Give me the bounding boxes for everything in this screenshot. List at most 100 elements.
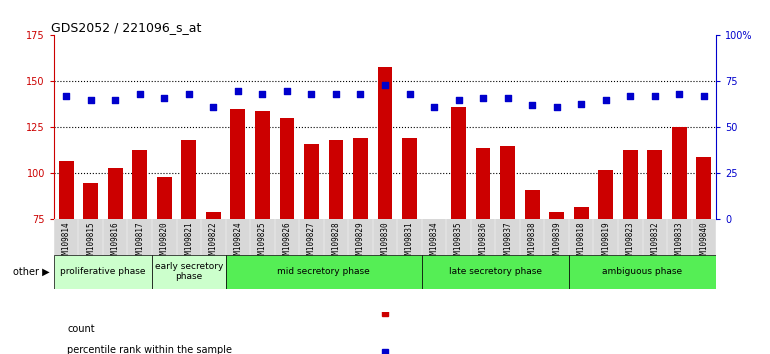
Point bbox=[60, 93, 72, 99]
Bar bbox=[250, 219, 275, 255]
Bar bbox=[152, 219, 176, 255]
Text: GSM109821: GSM109821 bbox=[184, 221, 193, 263]
Bar bbox=[226, 255, 422, 289]
Bar bbox=[451, 107, 466, 219]
Bar bbox=[226, 219, 250, 255]
Bar bbox=[300, 219, 323, 255]
Point bbox=[207, 104, 219, 110]
Bar bbox=[83, 183, 98, 219]
Bar bbox=[495, 219, 520, 255]
Bar bbox=[79, 219, 103, 255]
Bar bbox=[353, 138, 368, 219]
Text: GSM109839: GSM109839 bbox=[552, 221, 561, 263]
Text: ambiguous phase: ambiguous phase bbox=[602, 267, 682, 276]
Text: GSM109814: GSM109814 bbox=[62, 221, 71, 263]
Point bbox=[551, 104, 563, 110]
Text: GSM109827: GSM109827 bbox=[307, 221, 316, 263]
Point bbox=[85, 97, 97, 103]
Bar bbox=[697, 157, 711, 219]
Point bbox=[281, 88, 293, 93]
Point bbox=[330, 91, 342, 97]
Bar bbox=[255, 111, 270, 219]
Point bbox=[256, 91, 269, 97]
Bar bbox=[397, 219, 422, 255]
Text: GSM109823: GSM109823 bbox=[626, 221, 634, 263]
Text: proliferative phase: proliferative phase bbox=[60, 267, 146, 276]
Bar bbox=[206, 212, 221, 219]
Point bbox=[648, 93, 661, 99]
Text: GDS2052 / 221096_s_at: GDS2052 / 221096_s_at bbox=[51, 21, 201, 34]
Bar bbox=[59, 161, 73, 219]
Text: count: count bbox=[67, 324, 95, 333]
Bar bbox=[275, 219, 300, 255]
Point bbox=[428, 104, 440, 110]
Bar bbox=[618, 219, 642, 255]
Bar bbox=[176, 219, 201, 255]
Text: early secretory
phase: early secretory phase bbox=[155, 262, 223, 281]
Point bbox=[182, 91, 195, 97]
Bar bbox=[574, 207, 588, 219]
Bar bbox=[623, 149, 638, 219]
Point bbox=[232, 88, 244, 93]
Text: GSM109830: GSM109830 bbox=[380, 221, 390, 263]
Text: GSM109840: GSM109840 bbox=[699, 221, 708, 263]
Point bbox=[575, 101, 588, 106]
Bar bbox=[672, 127, 687, 219]
Bar bbox=[373, 219, 397, 255]
Bar bbox=[377, 67, 393, 219]
Bar bbox=[201, 219, 226, 255]
Bar bbox=[402, 138, 417, 219]
Bar bbox=[525, 190, 540, 219]
Point bbox=[305, 91, 317, 97]
Bar bbox=[667, 219, 691, 255]
Bar bbox=[598, 170, 613, 219]
Point bbox=[624, 93, 637, 99]
Bar bbox=[447, 219, 470, 255]
Point bbox=[403, 91, 416, 97]
Text: other ▶: other ▶ bbox=[13, 267, 50, 277]
Point bbox=[453, 97, 465, 103]
Point bbox=[133, 91, 146, 97]
Point bbox=[600, 97, 612, 103]
Point bbox=[477, 95, 489, 101]
Bar bbox=[280, 118, 294, 219]
Bar bbox=[329, 140, 343, 219]
Text: GSM109833: GSM109833 bbox=[675, 221, 684, 263]
Text: percentile rank within the sample: percentile rank within the sample bbox=[67, 345, 232, 354]
Bar bbox=[182, 140, 196, 219]
Bar bbox=[569, 255, 716, 289]
Text: GSM109838: GSM109838 bbox=[527, 221, 537, 263]
Point bbox=[158, 95, 170, 101]
Bar bbox=[108, 168, 122, 219]
Text: mid secretory phase: mid secretory phase bbox=[277, 267, 370, 276]
Bar bbox=[54, 255, 152, 289]
Bar bbox=[476, 148, 490, 219]
Bar bbox=[54, 219, 79, 255]
Text: GSM109837: GSM109837 bbox=[503, 221, 512, 263]
Text: GSM109819: GSM109819 bbox=[601, 221, 611, 263]
Bar bbox=[304, 144, 319, 219]
Point bbox=[109, 97, 122, 103]
Bar bbox=[520, 219, 544, 255]
Bar bbox=[500, 146, 515, 219]
Bar bbox=[422, 255, 569, 289]
Bar bbox=[544, 219, 569, 255]
Point bbox=[698, 93, 710, 99]
Text: GSM109836: GSM109836 bbox=[479, 221, 487, 263]
Text: GSM109815: GSM109815 bbox=[86, 221, 95, 263]
Text: GSM109822: GSM109822 bbox=[209, 221, 218, 263]
Text: GSM109818: GSM109818 bbox=[577, 221, 586, 263]
Point bbox=[379, 82, 391, 88]
Text: GSM109831: GSM109831 bbox=[405, 221, 414, 263]
Text: late secretory phase: late secretory phase bbox=[449, 267, 542, 276]
Bar bbox=[128, 219, 152, 255]
Text: GSM109834: GSM109834 bbox=[430, 221, 439, 263]
Bar bbox=[152, 255, 226, 289]
Bar bbox=[323, 219, 348, 255]
Text: GSM109829: GSM109829 bbox=[356, 221, 365, 263]
Text: GSM109820: GSM109820 bbox=[159, 221, 169, 263]
Bar bbox=[648, 149, 662, 219]
Bar bbox=[470, 219, 495, 255]
Bar bbox=[549, 212, 564, 219]
Bar bbox=[569, 219, 594, 255]
